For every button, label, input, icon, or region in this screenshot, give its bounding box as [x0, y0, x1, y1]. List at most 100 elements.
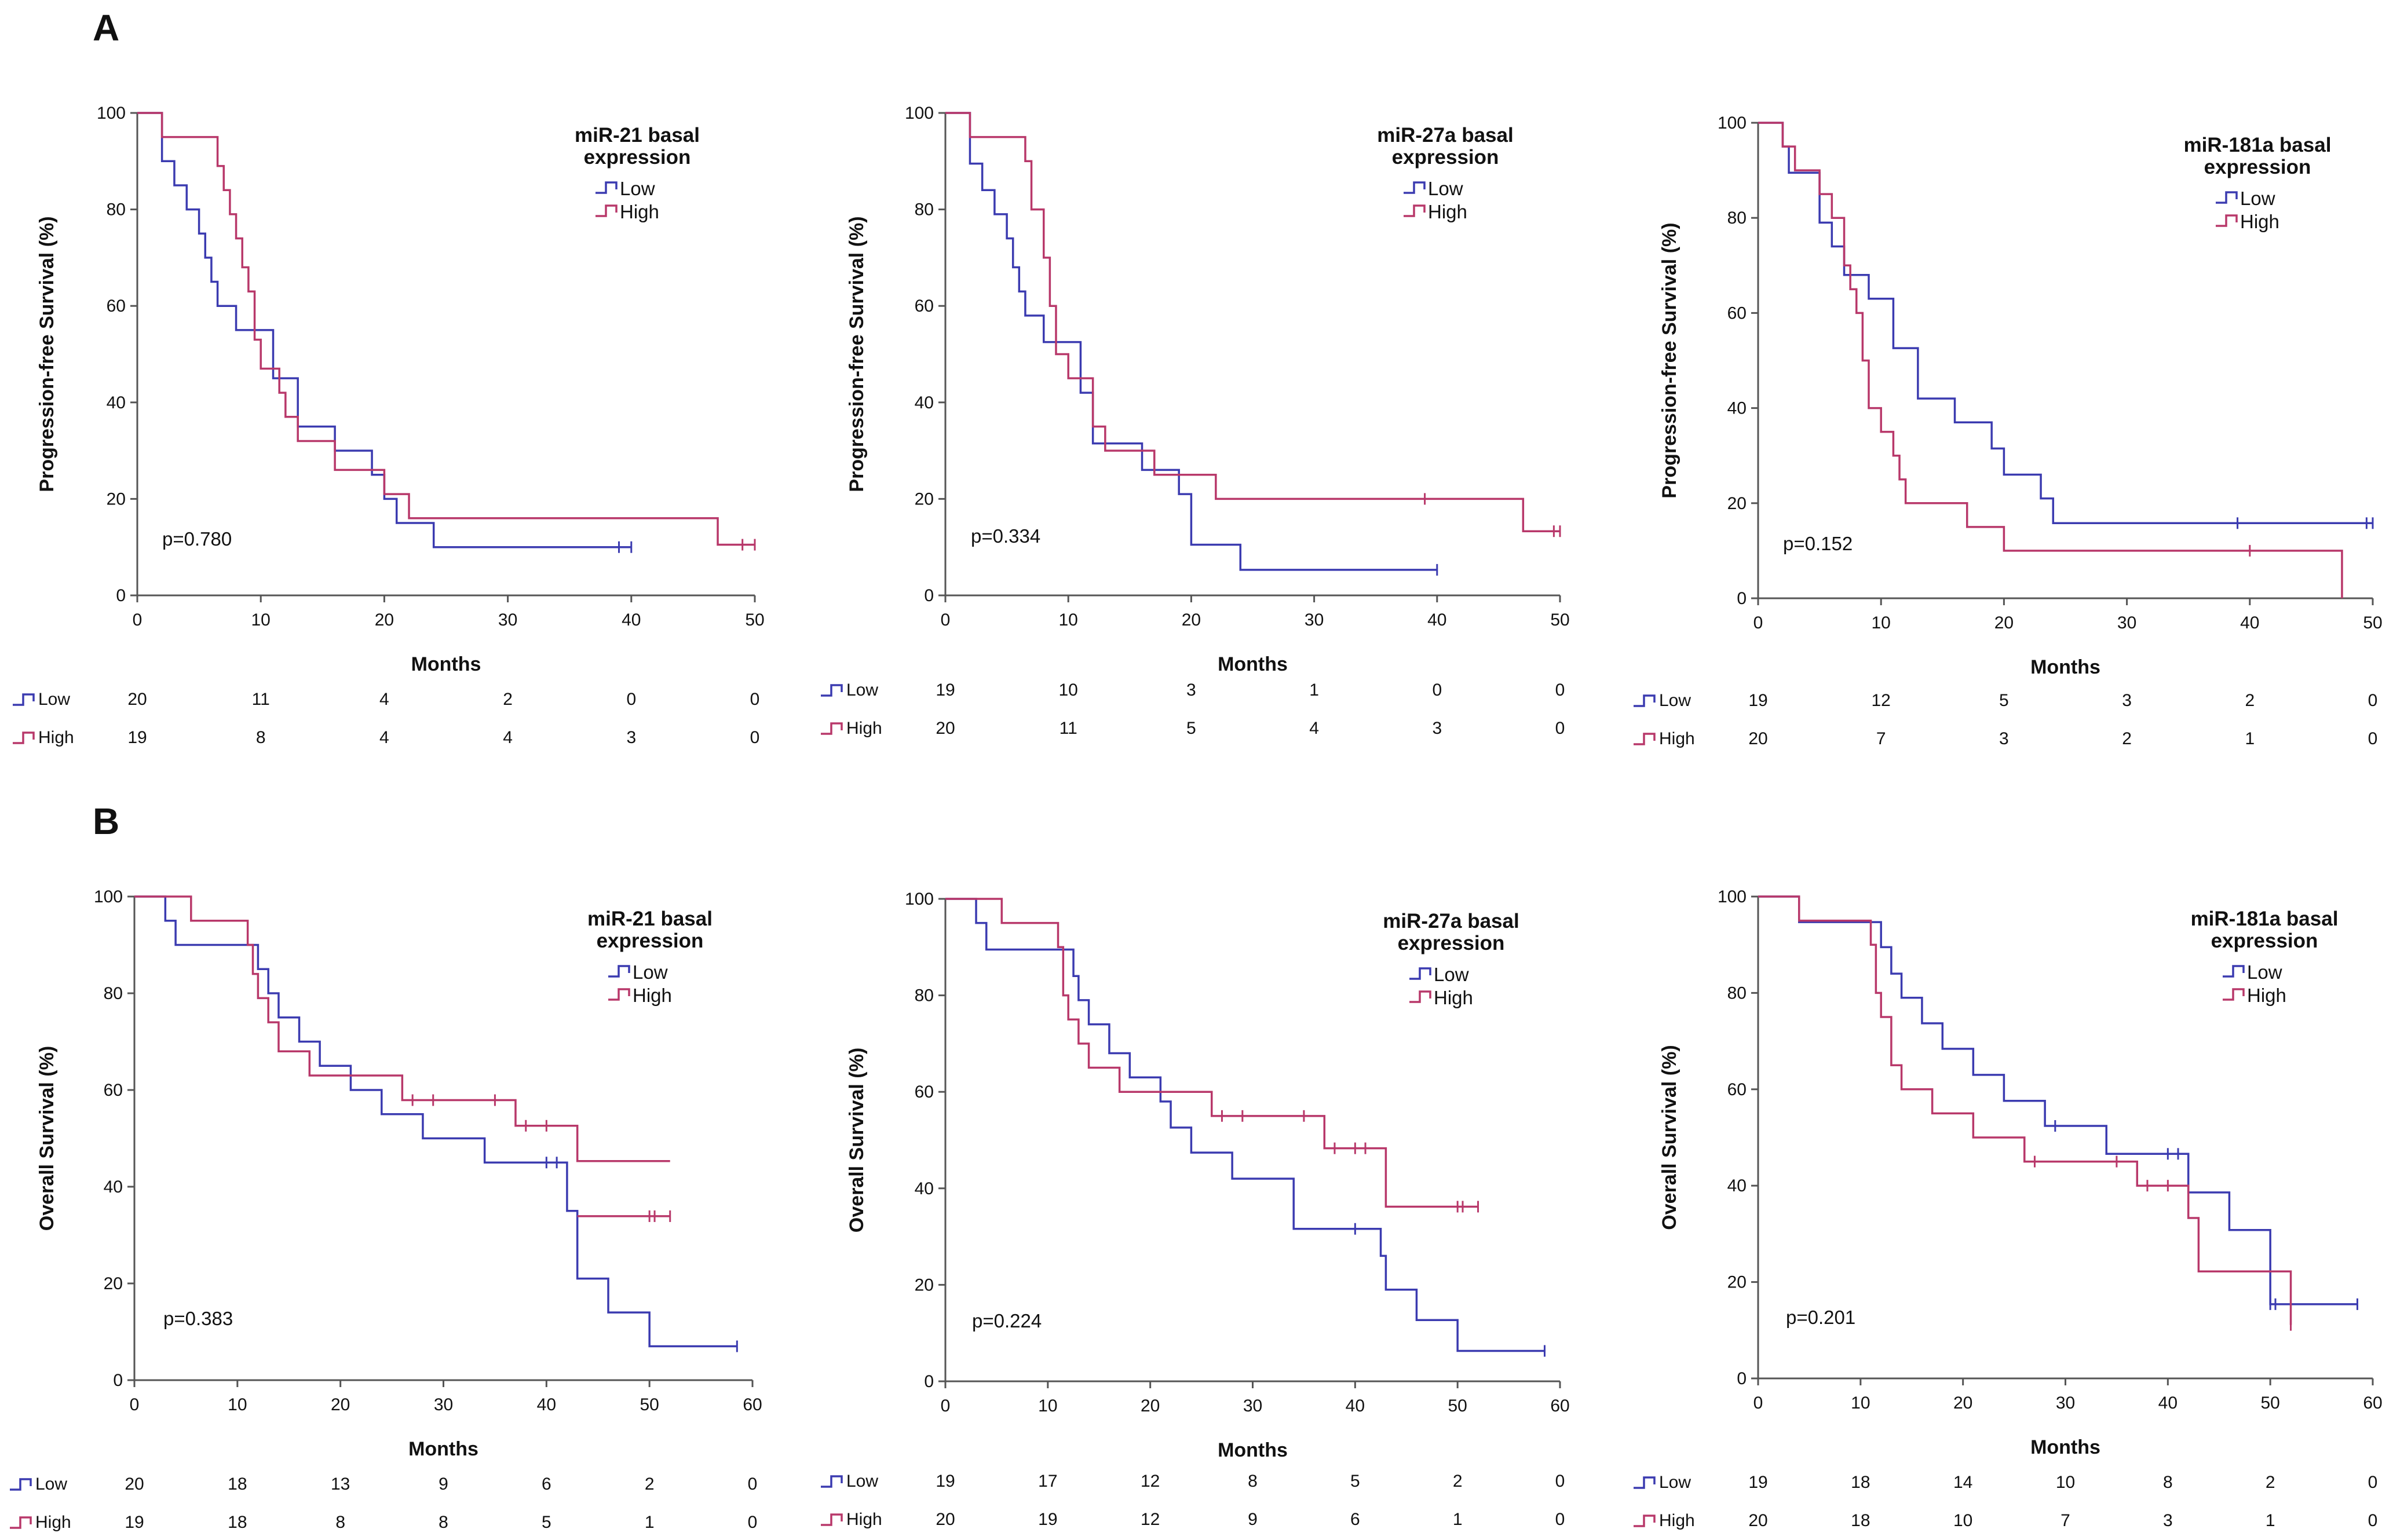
risk-high-count: 10	[1953, 1511, 1972, 1530]
x-tick-label: 20	[1141, 1396, 1160, 1415]
x-tick-label: 0	[1753, 1393, 1763, 1413]
p-value: p=0.780	[162, 528, 232, 550]
x-tick-label: 40	[2158, 1393, 2178, 1413]
legend-title-line-1: miR-21 basal	[575, 124, 700, 147]
y-tick-label: 40	[1727, 1176, 1747, 1195]
y-tick-label: 20	[107, 489, 126, 509]
x-tick-label: 40	[1427, 610, 1446, 630]
y-tick-label: 80	[915, 986, 934, 1005]
p-value: p=0.152	[1783, 533, 1853, 554]
risk-high-count: 9	[1248, 1510, 1258, 1529]
y-tick-label: 0	[1737, 1369, 1747, 1388]
y-tick-label: 20	[104, 1274, 123, 1293]
risk-low-count: 14	[1953, 1473, 1972, 1492]
x-tick-label: 40	[537, 1395, 556, 1414]
risk-low-count: 8	[2163, 1473, 2173, 1492]
legend-low-label: Low	[1428, 178, 1463, 199]
km-curve-high	[137, 112, 755, 546]
risk-high-count: 0	[1555, 719, 1565, 738]
legend-high-label: High	[2240, 211, 2279, 232]
y-axis-title: Progression-free Survival (%)	[846, 216, 868, 492]
x-tick-label: 20	[1953, 1393, 1972, 1413]
risk-high-swatch	[1634, 1515, 1656, 1527]
y-axis-title: Overall Survival (%)	[36, 1046, 58, 1231]
km-curve-low	[945, 898, 1545, 1352]
legend-title-line-2: expression	[2211, 930, 2318, 952]
legend-title-line-2: expression	[2204, 156, 2311, 178]
risk-high-label: High	[38, 728, 74, 747]
km-curve-low	[137, 112, 631, 548]
y-tick-label: 80	[915, 200, 934, 220]
y-tick-label: 0	[113, 1371, 123, 1390]
y-axis-title: Progression-free Survival (%)	[36, 216, 58, 492]
risk-high-swatch	[821, 1513, 843, 1526]
legend-low-swatch	[2216, 191, 2238, 204]
risk-high-count: 19	[125, 1513, 144, 1532]
x-tick-label: 30	[2056, 1393, 2075, 1413]
risk-high-count: 1	[1453, 1510, 1463, 1529]
risk-high-swatch	[13, 731, 35, 744]
y-tick-label: 60	[915, 1082, 934, 1102]
legend-high-swatch	[1404, 204, 1426, 217]
risk-low-swatch	[13, 693, 35, 706]
legend-high-label: High	[2247, 985, 2286, 1006]
y-tick-label: 60	[1727, 303, 1747, 323]
x-axis-title: Months	[2030, 1436, 2100, 1458]
y-tick-label: 60	[107, 297, 126, 316]
risk-low-count: 2	[1453, 1472, 1463, 1491]
x-tick-label: 40	[2240, 613, 2259, 632]
risk-low-count: 18	[228, 1475, 247, 1494]
y-tick-label: 100	[94, 887, 123, 906]
risk-low-count: 1	[1309, 681, 1319, 700]
risk-low-swatch	[821, 684, 843, 697]
x-tick-label: 50	[1448, 1396, 1467, 1415]
risk-low-count: 0	[626, 690, 636, 709]
y-tick-label: 40	[915, 393, 934, 412]
risk-low-count: 3	[2122, 691, 2132, 710]
x-tick-label: 10	[228, 1395, 247, 1414]
risk-low-count: 5	[1999, 691, 2009, 710]
risk-high-label: High	[35, 1513, 71, 1532]
risk-low-count: 2	[645, 1475, 655, 1494]
legend-low-label: Low	[1434, 964, 1469, 985]
x-tick-label: 30	[2117, 613, 2136, 632]
risk-high-count: 7	[2060, 1511, 2070, 1530]
legend-title-line-2: expression	[1392, 146, 1499, 169]
risk-low-swatch	[1634, 1476, 1656, 1489]
risk-low-count: 20	[125, 1475, 144, 1494]
y-tick-label: 60	[1727, 1080, 1747, 1099]
y-tick-label: 20	[1727, 494, 1747, 513]
legend-low-label: Low	[620, 178, 655, 199]
risk-low-count: 0	[750, 690, 760, 709]
risk-low-count: 0	[1555, 1472, 1565, 1491]
risk-high-swatch	[1634, 733, 1656, 745]
risk-high-count: 8	[439, 1513, 448, 1532]
y-tick-label: 80	[1727, 983, 1747, 1003]
risk-low-count: 0	[1555, 681, 1565, 700]
y-tick-label: 0	[924, 586, 934, 605]
km-curve-low	[1758, 122, 2373, 525]
p-value: p=0.334	[971, 525, 1040, 547]
risk-low-label: Low	[35, 1475, 67, 1494]
x-tick-label: 30	[498, 610, 517, 630]
legend-high-swatch	[2223, 988, 2245, 1001]
risk-low-count: 2	[2266, 1473, 2275, 1492]
risk-low-count: 19	[1748, 1473, 1767, 1492]
y-tick-label: 40	[1727, 399, 1747, 418]
risk-high-count: 6	[1350, 1510, 1360, 1529]
y-tick-label: 20	[915, 1275, 934, 1294]
legend-high-swatch	[595, 204, 618, 217]
legend-high-swatch	[1409, 990, 1431, 1003]
y-tick-label: 0	[116, 586, 126, 605]
risk-high-count: 11	[1060, 719, 1077, 738]
x-tick-label: 20	[375, 610, 394, 630]
x-tick-label: 10	[251, 610, 271, 630]
legend-title-line-1: miR-27a basal	[1377, 124, 1513, 147]
risk-low-count: 10	[1059, 681, 1078, 700]
risk-low-count: 2	[2245, 691, 2255, 710]
km-curve-low	[1758, 895, 2358, 1305]
risk-high-count: 0	[748, 1513, 758, 1532]
